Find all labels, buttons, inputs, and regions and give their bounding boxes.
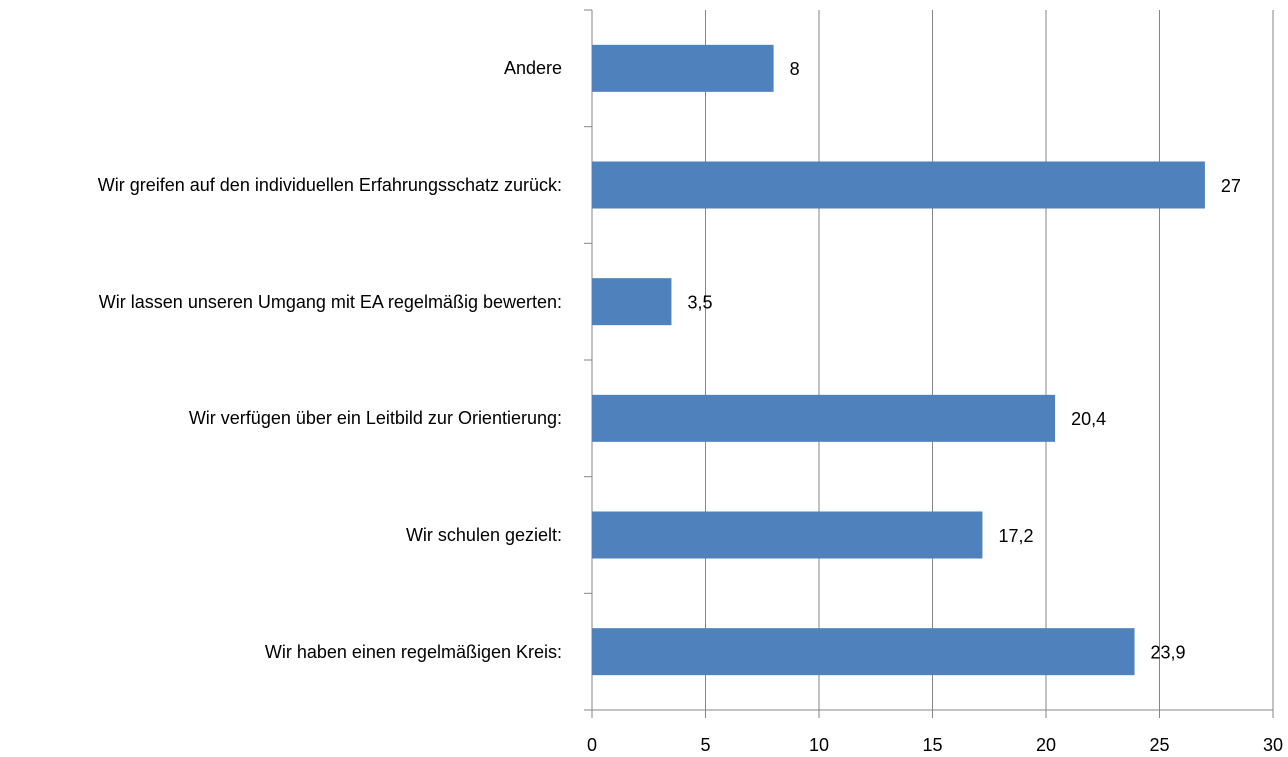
x-tick-label: 15 [922, 735, 942, 755]
y-tick-label: Andere [503, 58, 562, 79]
bar [592, 161, 1205, 209]
data-label: 27 [1221, 176, 1241, 196]
y-tick-label: Wir schulen gezielt: [405, 524, 562, 545]
bar [592, 628, 1135, 676]
x-tick-label: 25 [1149, 735, 1169, 755]
bar [592, 278, 672, 326]
x-tick-label: 0 [587, 735, 597, 755]
data-label: 3,5 [687, 292, 712, 312]
x-tick-label: 10 [809, 735, 829, 755]
bar [592, 44, 774, 92]
data-label: 17,2 [998, 526, 1033, 546]
x-tick-label: 5 [700, 735, 710, 755]
y-tick-label: Wir verfügen über ein Leitbild zur Orien… [188, 408, 562, 429]
data-label: 23,9 [1151, 642, 1186, 662]
category-label-box: Andere [0, 10, 562, 127]
data-label: 8 [790, 59, 800, 79]
y-tick-label: Wir greifen auf den individuellen Erfahr… [97, 174, 562, 195]
category-label-box: Wir haben einen regelmäßigen Kreis: [0, 593, 562, 710]
category-label-box: Wir verfügen über ein Leitbild zur Orien… [0, 360, 562, 477]
y-tick-label: Wir lassen unseren Umgang mit EA regelmä… [98, 291, 562, 312]
category-label-box: Wir schulen gezielt: [0, 477, 562, 594]
bar [592, 511, 983, 559]
bar [592, 394, 1056, 442]
x-tick-label: 20 [1036, 735, 1056, 755]
data-label: 20,4 [1071, 409, 1106, 429]
category-label-box: Wir lassen unseren Umgang mit EA regelmä… [0, 243, 562, 360]
x-tick-label: 30 [1263, 735, 1283, 755]
category-label-box: Wir greifen auf den individuellen Erfahr… [0, 127, 562, 244]
y-tick-label: Wir haben einen regelmäßigen Kreis: [264, 641, 562, 662]
